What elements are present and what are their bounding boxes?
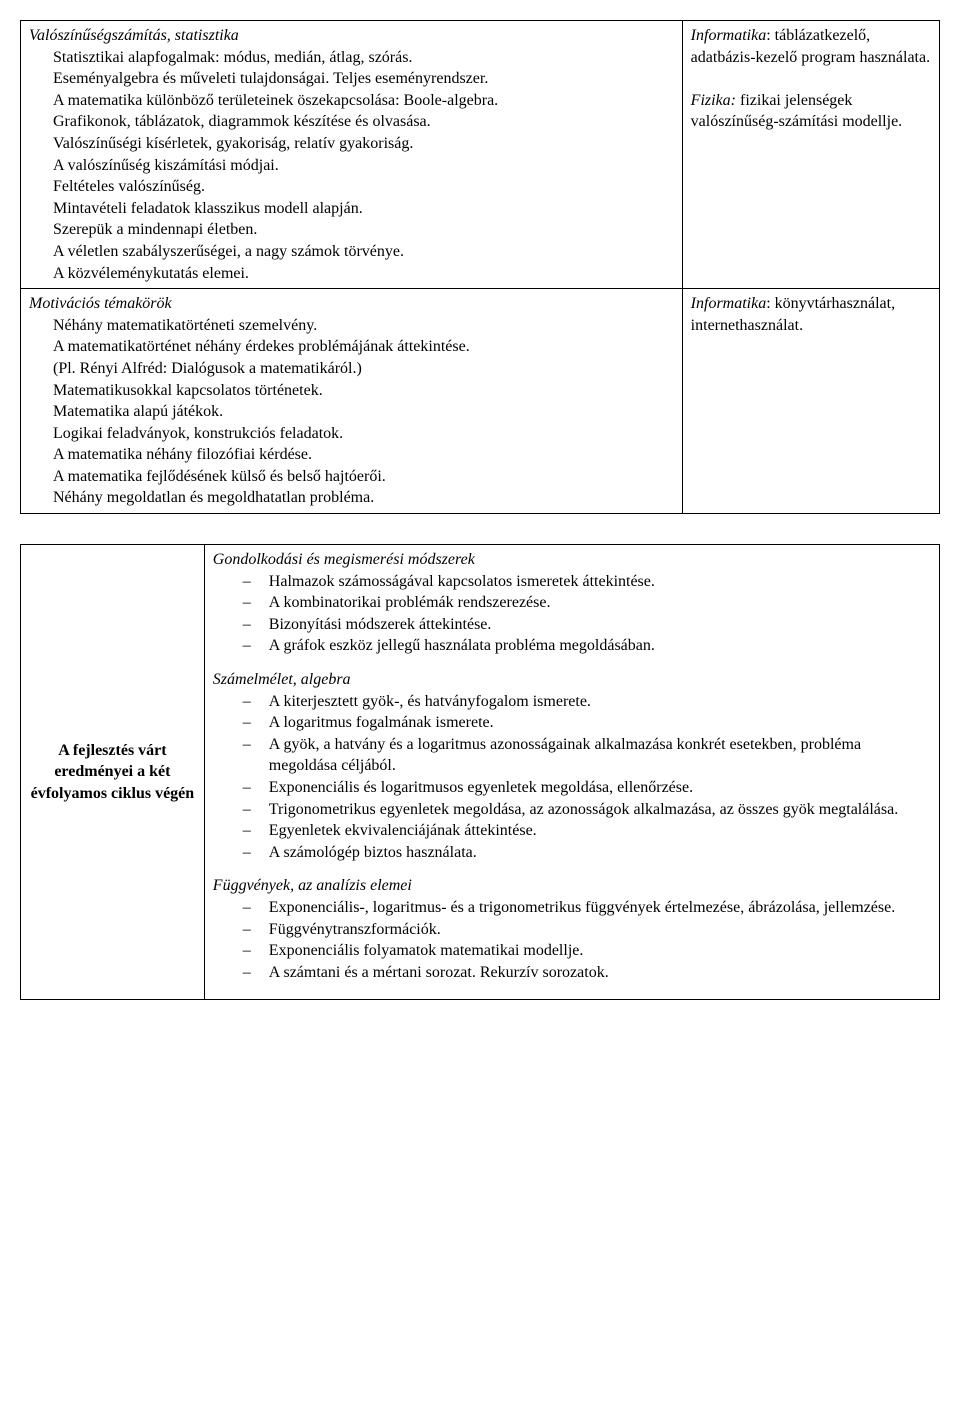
section-block: Számelmélet, algebraA kiterjesztett gyök… <box>213 669 931 863</box>
list-item: A gyök, a hatvány és a logaritmus azonos… <box>269 734 931 777</box>
content-lines-2: Néhány matematikatörténeti szemelvény.A … <box>29 315 674 509</box>
subject-label: Informatika <box>691 27 767 44</box>
side-heading: A fejlesztés várt eredményei a két évfol… <box>29 740 196 805</box>
section-block: Gondolkodási és megismerési módszerekHal… <box>213 549 931 657</box>
content-line: Matematika alapú játékok. <box>53 401 674 423</box>
main-cell: Gondolkodási és megismerési módszerekHal… <box>204 545 939 1000</box>
section-title: Motivációs témakörök <box>29 293 674 315</box>
section-title: Valószínűségszámítás, statisztika <box>29 25 674 47</box>
list-item: A logaritmus fogalmának ismerete. <box>269 712 931 734</box>
content-line: Logikai feladványok, konstrukciós felada… <box>53 423 674 445</box>
content-line: Szerepük a mindennapi életben. <box>53 219 674 241</box>
content-table-1: Valószínűségszámítás, statisztika Statis… <box>20 20 940 514</box>
content-line: A matematika fejlődésének külső és belső… <box>53 466 674 488</box>
crosslink-3: Informatika: könyvtárhasználat, internet… <box>691 293 931 336</box>
sections-container: Gondolkodási és megismerési módszerekHal… <box>213 549 931 983</box>
content-line: Grafikonok, táblázatok, diagrammok készí… <box>53 111 674 133</box>
section-block: Függvények, az analízis elemeiExponenciá… <box>213 875 931 983</box>
content-table-2: A fejlesztés várt eredményei a két évfol… <box>20 544 940 1000</box>
table-row: Motivációs témakörök Néhány matematikatö… <box>21 289 940 514</box>
section-title: Függvények, az analízis elemei <box>213 875 931 897</box>
list-item: Függvénytranszformációk. <box>269 919 931 941</box>
section-list: Exponenciális-, logaritmus- és a trigono… <box>213 897 931 983</box>
content-line: Mintavételi feladatok klasszikus modell … <box>53 198 674 220</box>
list-item: A számtani és a mértani sorozat. Rekurzí… <box>269 962 931 984</box>
content-line: (Pl. Rényi Alfréd: Dialógusok a matemati… <box>53 358 674 380</box>
list-item: A kiterjesztett gyök-, és hatványfogalom… <box>269 691 931 713</box>
content-line: Feltételes valószínűség. <box>53 176 674 198</box>
content-line: A matematika néhány filozófiai kérdése. <box>53 444 674 466</box>
content-lines-1: Statisztikai alapfogalmak: módus, medián… <box>29 47 674 285</box>
section-title: Gondolkodási és megismerési módszerek <box>213 549 931 571</box>
list-item: Trigonometrikus egyenletek megoldása, az… <box>269 799 931 821</box>
section-list: A kiterjesztett gyök-, és hatványfogalom… <box>213 691 931 864</box>
subject-label: Informatika <box>691 295 767 312</box>
table-row: Valószínűségszámítás, statisztika Statis… <box>21 21 940 289</box>
list-item: A gráfok eszköz jellegű használata probl… <box>269 635 931 657</box>
content-line: Valószínűségi kísérletek, gyakoriság, re… <box>53 133 674 155</box>
table-row: A fejlesztés várt eredményei a két évfol… <box>21 545 940 1000</box>
list-item: Exponenciális folyamatok matematikai mod… <box>269 940 931 962</box>
crosslink-1: Informatika: táblázatkezelő, adatbázis-k… <box>691 25 931 68</box>
cell-left-2: Motivációs témakörök Néhány matematikatö… <box>21 289 683 514</box>
content-line: Néhány megoldatlan és megoldhatatlan pro… <box>53 487 674 509</box>
list-item: A kombinatorikai problémák rendszerezése… <box>269 592 931 614</box>
crosslink-2: Fizika: fizikai jelenségek valószínűség-… <box>691 90 931 133</box>
section-list: Halmazok számosságával kapcsolatos ismer… <box>213 571 931 657</box>
section-title: Számelmélet, algebra <box>213 669 931 691</box>
list-item: A számológép biztos használata. <box>269 842 931 864</box>
cell-right-1: Informatika: táblázatkezelő, adatbázis-k… <box>682 21 939 289</box>
content-line: Statisztikai alapfogalmak: módus, medián… <box>53 47 674 69</box>
list-item: Exponenciális és logaritmusos egyenletek… <box>269 777 931 799</box>
list-item: Exponenciális-, logaritmus- és a trigono… <box>269 897 931 919</box>
content-line: A közvéleménykutatás elemei. <box>53 263 674 285</box>
content-line: A véletlen szabályszerűségei, a nagy szá… <box>53 241 674 263</box>
side-heading-cell: A fejlesztés várt eredményei a két évfol… <box>21 545 205 1000</box>
content-line: A matematikatörténet néhány érdekes prob… <box>53 336 674 358</box>
cell-right-2: Informatika: könyvtárhasználat, internet… <box>682 289 939 514</box>
content-line: Néhány matematikatörténeti szemelvény. <box>53 315 674 337</box>
content-line: Matematikusokkal kapcsolatos történetek. <box>53 380 674 402</box>
list-item: Bizonyítási módszerek áttekintése. <box>269 614 931 636</box>
list-item: Halmazok számosságával kapcsolatos ismer… <box>269 571 931 593</box>
list-item: Egyenletek ekvivalenciájának áttekintése… <box>269 820 931 842</box>
content-line: A matematika különböző területeinek ösze… <box>53 90 674 112</box>
cell-left-1: Valószínűségszámítás, statisztika Statis… <box>21 21 683 289</box>
content-line: A valószínűség kiszámítási módjai. <box>53 155 674 177</box>
subject-label: Fizika: <box>691 92 736 109</box>
content-line: Eseményalgebra és műveleti tulajdonságai… <box>53 68 674 90</box>
